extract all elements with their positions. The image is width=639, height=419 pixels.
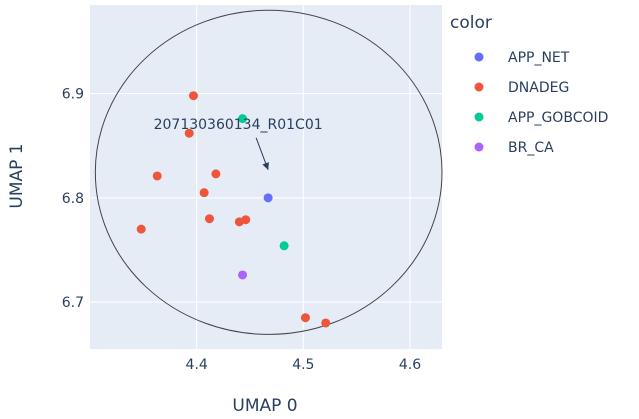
y-tick-label: 6.8: [62, 191, 84, 207]
legend-label: DNADEG: [508, 80, 569, 96]
scatter-point: [204, 214, 214, 224]
shapes-layer: [94, 9, 443, 335]
legend-marker: [474, 82, 484, 92]
y-axis-title: UMAP 1: [7, 143, 27, 208]
grid-lines: [90, 5, 442, 349]
scatter-point: [279, 241, 289, 251]
legend-label: APP_GOBCOID: [508, 110, 608, 126]
x-tick-label: 4.6: [399, 357, 421, 373]
scatter-point: [188, 91, 198, 101]
scatter-point: [199, 188, 209, 198]
x-tick-label: 4.4: [186, 357, 208, 373]
circle-shape: [94, 9, 443, 335]
scatter-point: [321, 318, 331, 328]
x-tick-label: 4.5: [292, 357, 314, 373]
scatter-point: [300, 313, 310, 323]
scatter-point: [241, 215, 251, 225]
scatter-point: [211, 169, 221, 179]
plot-area: [90, 5, 442, 349]
scatter-point: [152, 171, 162, 181]
legend-label: APP_NET: [508, 50, 570, 66]
data-points: [136, 91, 331, 328]
scatter-point: [136, 224, 146, 234]
y-axis-ticks: 6.7 6.8 6.9: [62, 87, 84, 311]
annotation-label: 207130360134_R01C01: [154, 117, 323, 133]
scatter-point: [238, 270, 248, 280]
x-axis-title: UMAP 0: [232, 396, 297, 416]
x-axis-ticks: 4.4 4.5 4.6: [186, 357, 422, 373]
legend-marker: [474, 52, 484, 62]
legend-marker: [474, 142, 484, 152]
annotations-layer: 207130360134_R01C01: [154, 117, 323, 171]
annotation-arrowhead: [262, 162, 269, 170]
y-tick-label: 6.9: [62, 87, 84, 103]
scatter-point: [238, 114, 248, 124]
legend: color APP_NET DNADEG APP_GOBCOID BR_CA: [450, 13, 608, 156]
legend-marker: [474, 112, 484, 122]
scatter-point: [263, 193, 273, 203]
legend-title: color: [450, 13, 492, 33]
legend-label: BR_CA: [508, 140, 554, 156]
scatter-point: [184, 128, 194, 138]
y-tick-label: 6.7: [62, 295, 84, 311]
